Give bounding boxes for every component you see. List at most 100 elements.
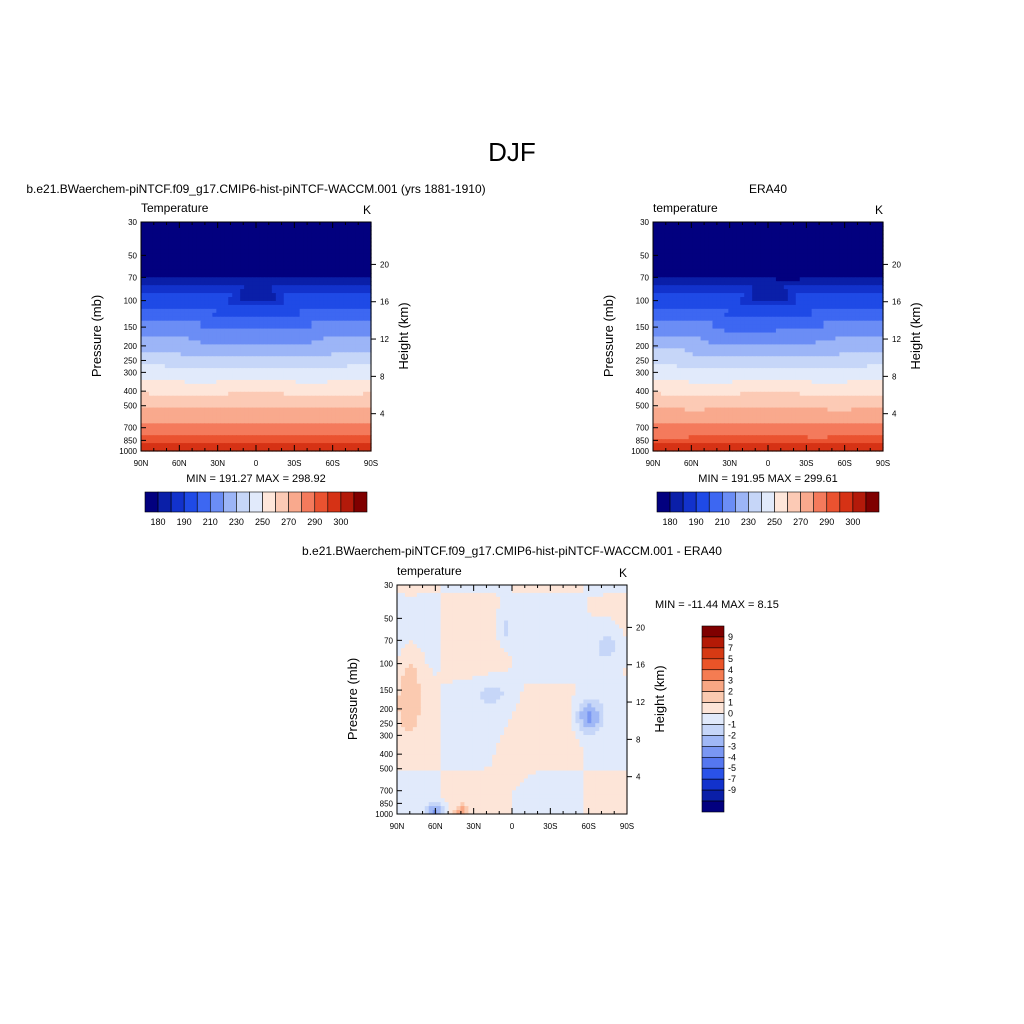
contour-cell bbox=[367, 285, 372, 290]
contour-cell bbox=[347, 233, 352, 239]
contour-cell bbox=[319, 297, 325, 302]
contour-cell bbox=[204, 443, 210, 448]
contour-cell bbox=[224, 269, 229, 274]
contour-cell bbox=[327, 300, 332, 306]
contour-cell bbox=[839, 320, 844, 326]
contour-cell bbox=[208, 427, 213, 432]
contour-cell bbox=[224, 245, 229, 251]
contour-cell bbox=[141, 352, 146, 357]
contour-cell bbox=[351, 395, 356, 401]
contour-cell bbox=[323, 403, 328, 409]
contour-cell bbox=[323, 269, 328, 274]
contour-cell bbox=[724, 229, 729, 235]
contour-cell bbox=[188, 379, 194, 385]
contour-cell bbox=[168, 241, 174, 247]
contour-cell bbox=[752, 316, 757, 322]
contour-cell bbox=[871, 265, 876, 270]
contour-cell bbox=[212, 281, 217, 286]
contour-cell bbox=[144, 403, 150, 409]
contour-cell bbox=[180, 233, 186, 239]
contour-cell bbox=[184, 241, 190, 247]
contour-cell bbox=[851, 261, 856, 267]
contour-cell bbox=[152, 364, 158, 369]
contour-cell bbox=[771, 265, 777, 270]
contour-cell bbox=[160, 348, 166, 353]
contour-cell bbox=[188, 387, 194, 393]
contour-cell bbox=[319, 277, 325, 282]
contour-cell bbox=[192, 273, 198, 278]
contour-cell bbox=[355, 352, 360, 357]
contour-cell bbox=[212, 308, 217, 314]
contour-cell bbox=[232, 308, 237, 314]
contour-cell bbox=[156, 344, 162, 349]
contour-cell bbox=[712, 273, 718, 278]
contour-cell bbox=[196, 269, 202, 274]
contour-cell bbox=[724, 297, 729, 302]
contour-cell bbox=[208, 391, 213, 397]
contour-cell bbox=[271, 379, 277, 385]
contour-cell bbox=[799, 269, 805, 274]
contour-cell bbox=[712, 304, 718, 310]
contour-cell bbox=[775, 233, 781, 239]
contour-cell bbox=[212, 427, 217, 432]
contour-cell bbox=[240, 229, 245, 235]
contour-cell bbox=[236, 229, 241, 235]
contour-cell bbox=[160, 277, 166, 282]
contour-cell bbox=[839, 269, 844, 274]
contour-cell bbox=[228, 427, 233, 432]
contour-cell bbox=[303, 336, 309, 342]
contour-cell bbox=[172, 304, 178, 310]
contour-cell bbox=[200, 368, 206, 373]
contour-cell bbox=[228, 395, 233, 401]
contour-cell bbox=[267, 403, 273, 409]
contour-cell bbox=[335, 332, 340, 338]
contour-cell bbox=[363, 356, 368, 361]
contour-cell bbox=[756, 229, 761, 235]
contour-cell bbox=[160, 328, 166, 334]
contour-cell bbox=[267, 423, 273, 428]
contour-cell bbox=[811, 233, 817, 239]
contour-cell bbox=[724, 293, 729, 298]
contour-cell bbox=[192, 372, 198, 377]
contour-cell bbox=[688, 320, 694, 326]
contour-cell bbox=[279, 229, 285, 235]
contour-cell bbox=[347, 265, 352, 270]
contour-cell bbox=[688, 257, 694, 263]
contour-cell bbox=[307, 269, 313, 274]
contour-cell bbox=[327, 352, 332, 357]
contour-cell bbox=[291, 423, 297, 428]
contour-cell bbox=[307, 344, 313, 349]
contour-cell bbox=[311, 407, 317, 413]
contour-cell bbox=[240, 273, 245, 278]
contour-cell bbox=[156, 261, 162, 267]
contour-cell bbox=[323, 399, 328, 405]
contour-cell bbox=[259, 415, 265, 421]
contour-cell bbox=[343, 332, 348, 338]
contour-cell bbox=[875, 297, 880, 302]
contour-cell bbox=[700, 273, 706, 278]
contour-cell bbox=[164, 253, 170, 259]
contour-cell bbox=[232, 316, 237, 322]
contour-cell bbox=[700, 225, 706, 231]
contour-cell bbox=[180, 336, 186, 342]
contour-cell bbox=[307, 257, 313, 263]
contour-cell bbox=[228, 229, 233, 235]
contour-cell bbox=[287, 344, 293, 349]
contour-cell bbox=[248, 225, 253, 231]
contour-cell bbox=[347, 352, 352, 357]
contour-cell bbox=[164, 435, 170, 440]
contour-cell bbox=[653, 308, 658, 314]
contour-cell bbox=[275, 352, 281, 357]
y-tick-label: 30 bbox=[128, 218, 137, 227]
contour-cell bbox=[775, 312, 781, 318]
contour-cell bbox=[855, 297, 860, 302]
contour-cell bbox=[803, 245, 809, 251]
contour-cell bbox=[684, 265, 690, 270]
contour-cell bbox=[855, 273, 860, 278]
contour-cell bbox=[664, 237, 670, 243]
contour-cell bbox=[216, 427, 221, 432]
contour-cell bbox=[688, 225, 694, 231]
contour-cell bbox=[263, 300, 269, 306]
contour-cell bbox=[339, 253, 344, 259]
contour-cell bbox=[303, 265, 309, 270]
